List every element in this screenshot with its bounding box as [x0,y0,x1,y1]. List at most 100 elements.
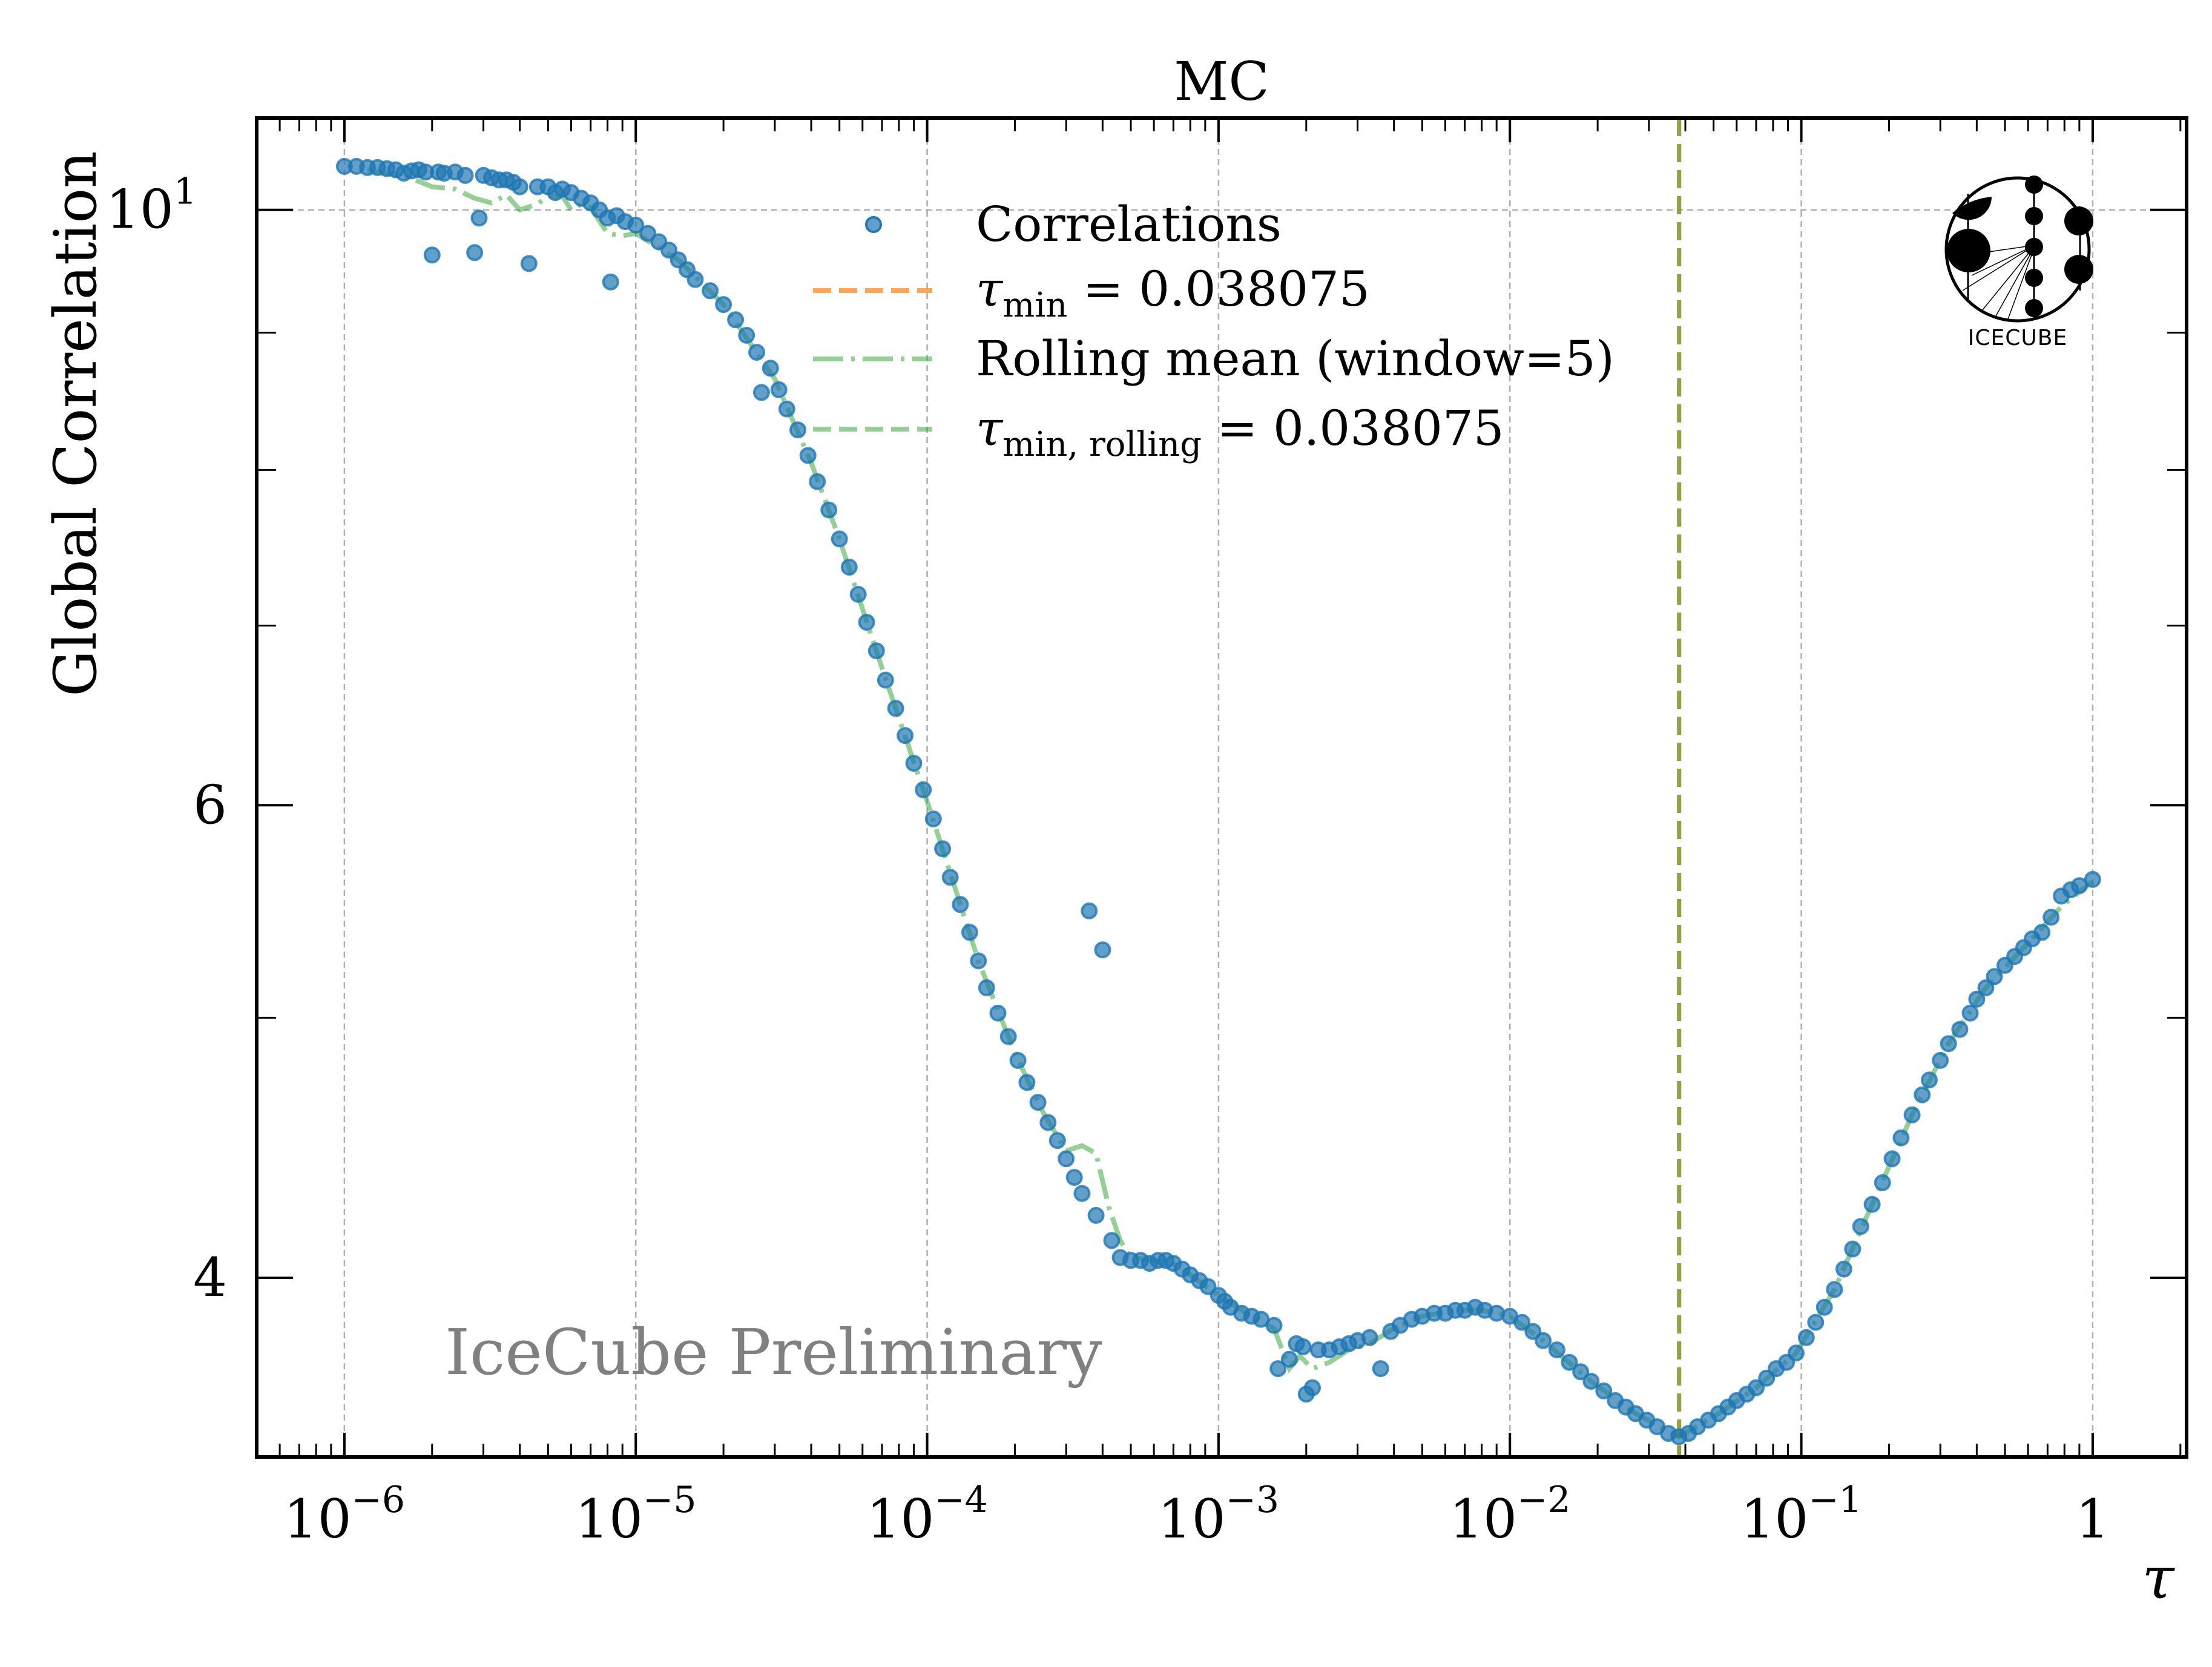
data-point [627,216,645,234]
x-tick-label: 10−5 [575,1479,696,1550]
y-axis-label: Global Correlation [42,151,110,697]
data-point [1199,1278,1217,1295]
data-point [789,421,806,439]
data-point [752,384,770,401]
data-point [738,326,755,344]
legend-entry-tau-min-rolling: τmin, rolling = 0.038075 [813,400,1504,464]
data-point [1535,1332,1552,1349]
legend-entry-tau-min: τmin = 0.038075 [813,261,1370,325]
logo-doms [1947,176,2093,317]
legend-entry-correlations: Correlations [865,196,1282,252]
data-point [686,271,704,288]
data-point [511,178,528,196]
x-tick-labels: 10−6 10−5 10−4 10−3 10−2 10−1 1 [284,1479,2110,1550]
data-point [1826,1281,1843,1298]
data-point [858,614,875,631]
data-point [867,642,885,660]
data-point [1065,1169,1083,1186]
legend-label-tau-min: τmin = 0.038075 [976,261,1370,325]
data-point [905,755,923,772]
legend-marker-correlations [865,216,882,233]
data-point [849,585,867,603]
data-point [877,671,894,689]
data-point [466,244,484,261]
data-point [952,896,969,913]
chart-title: MC [1174,50,1269,113]
data-point [1835,1260,1852,1278]
data-point [1961,1004,1979,1022]
data-point [999,1028,1017,1045]
data-point [1903,1106,1921,1123]
data-point [1094,941,1111,959]
data-point [770,381,788,398]
data-point [978,979,995,996]
data-point [1977,979,1995,996]
data-point [423,246,441,264]
data-point [2084,870,2101,888]
data-point [1572,1363,1590,1381]
data-point [1488,1304,1506,1322]
y-tick-label: 4 [193,1246,227,1309]
data-point [1513,1314,1531,1331]
data-point [602,273,619,291]
x-tick-label: 10−2 [1449,1479,1570,1550]
data-point [748,344,765,361]
data-point [1087,1206,1105,1224]
x-tick-label: 10−3 [1158,1479,1279,1550]
legend-entry-rolling-mean: Rolling mean (window=5) [813,330,1615,387]
data-point [1269,1360,1287,1378]
axis-ticks [255,118,2187,1457]
data-point [1009,1051,1027,1069]
data-point [1874,1174,1891,1191]
x-tick-label: 10−6 [284,1479,405,1550]
data-point [1582,1373,1600,1390]
data-point [989,1004,1007,1022]
data-point [1304,1379,1321,1396]
data-point [2033,924,2051,941]
data-point [1940,1035,1957,1053]
data-point [831,530,848,548]
data-point [1914,1086,1931,1103]
data-point [1863,1195,1881,1213]
data-point [924,810,942,827]
data-point [897,727,914,745]
data-point [961,924,978,941]
logo-rays [1962,245,2036,320]
data-point [1548,1341,1565,1359]
data-point [799,447,817,464]
logo-text: IceCube [1968,326,2067,350]
data-point [1986,968,2003,985]
data-point [1058,1150,1075,1168]
legend-label-correlations: Correlations [976,196,1282,252]
data-point [1892,1129,1910,1146]
data-point [1788,1344,1805,1362]
data-point [1807,1314,1825,1331]
data-point [1265,1317,1283,1334]
data-point [1595,1382,1613,1399]
data-point [840,558,858,576]
x-tick-label: 1 [2076,1488,2110,1550]
data-point [1048,1132,1066,1149]
y-tick-label: 101 [106,171,197,241]
data-point [915,781,932,798]
legend-label-rolling-mean: Rolling mean (window=5) [976,330,1615,387]
data-point [778,400,795,418]
legend: Correlations τmin = 0.038075 Rolling mea… [813,196,1615,464]
x-axis-label: τ [2142,1544,2175,1612]
data-point [762,360,779,377]
data-point [809,473,826,490]
data-point [1073,1185,1091,1202]
correlation-points [335,157,2101,1445]
data-point [970,952,987,970]
data-point [1524,1323,1542,1340]
data-point [820,501,838,519]
y-tick-labels: 101 6 4 [106,171,227,1309]
data-point [1797,1329,1815,1346]
data-point [1844,1240,1861,1258]
data-point [1932,1051,1949,1069]
data-point [727,311,745,329]
icecube-logo: IceCube [1944,176,2093,350]
data-point [1081,902,1098,919]
data-point [1951,1021,1969,1038]
